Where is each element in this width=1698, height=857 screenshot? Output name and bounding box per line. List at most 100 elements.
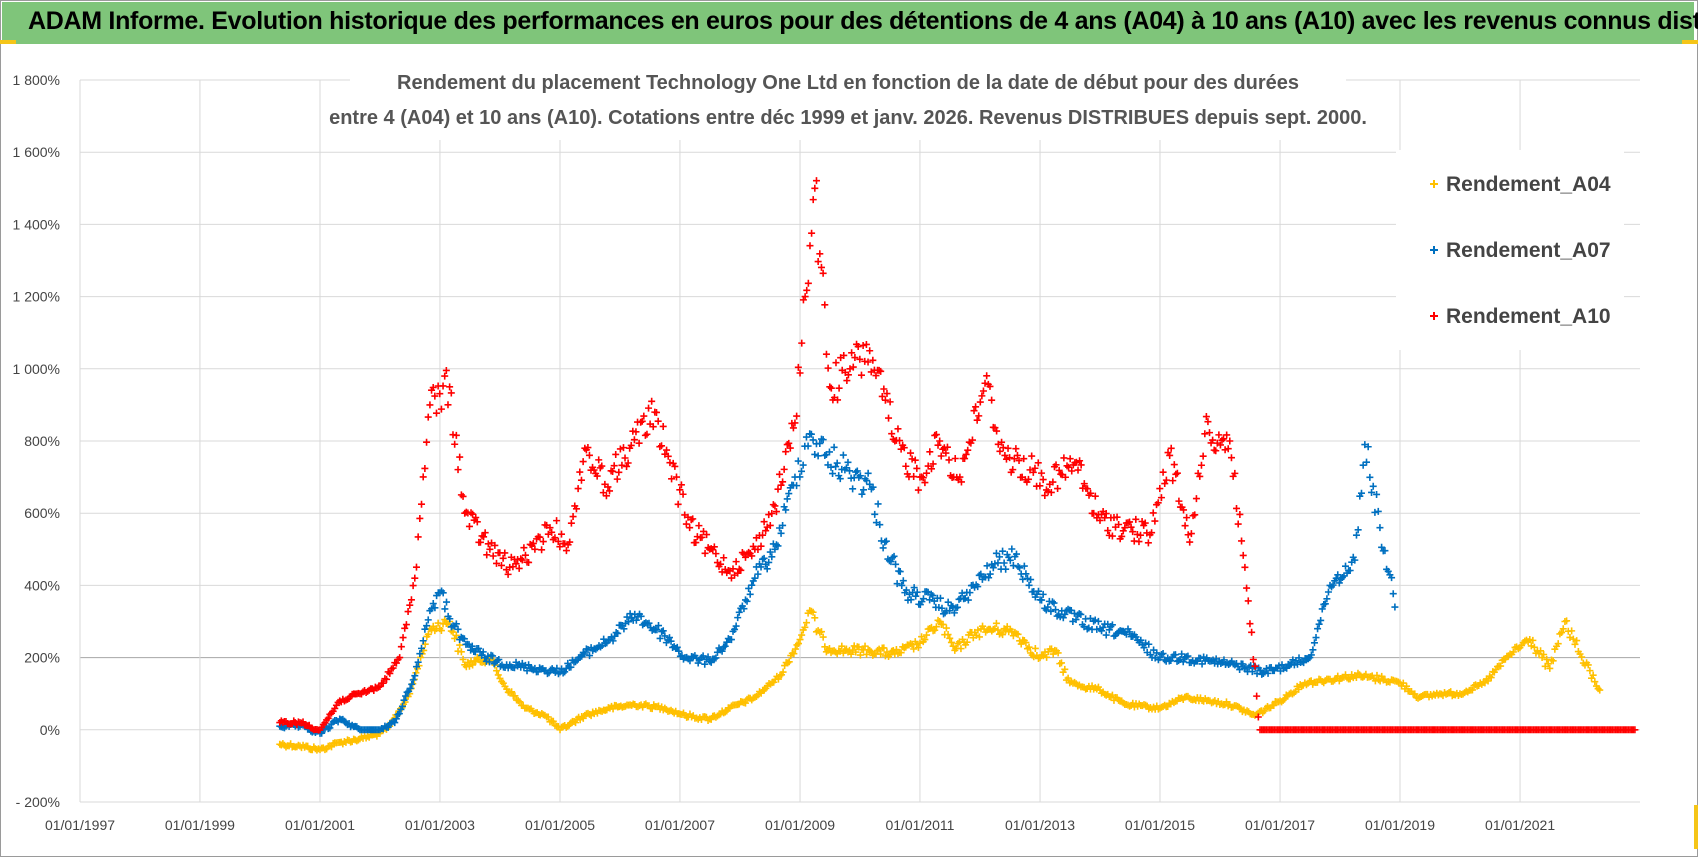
data-point (1149, 509, 1157, 517)
data-point (1310, 639, 1318, 647)
data-point (786, 444, 794, 452)
data-point (1063, 462, 1071, 470)
data-point (1568, 627, 1576, 635)
data-point (489, 652, 497, 660)
data-point (1573, 637, 1581, 645)
data-point (1072, 616, 1080, 624)
data-point (824, 364, 832, 372)
data-point (414, 533, 422, 541)
data-point (799, 461, 807, 469)
data-point (536, 533, 544, 541)
data-point (1373, 490, 1381, 498)
data-point (423, 438, 431, 446)
page-title: ADAM Informe. Evolution historique des p… (28, 7, 1698, 35)
data-point (1246, 620, 1254, 628)
x-tick-label: 01/01/2015 (1125, 817, 1195, 833)
data-point (934, 616, 942, 624)
data-point (994, 559, 1002, 567)
data-point (844, 458, 852, 466)
data-point (1179, 658, 1187, 666)
data-point (947, 638, 955, 646)
data-point (419, 473, 427, 481)
data-point (1318, 605, 1326, 613)
data-point (791, 645, 799, 653)
data-point (414, 658, 422, 666)
data-point (673, 473, 680, 481)
data-point (1571, 640, 1579, 648)
data-point (1006, 556, 1014, 564)
data-point (803, 619, 810, 627)
data-point (1023, 574, 1031, 582)
data-point (567, 663, 575, 671)
data-point (1156, 485, 1164, 493)
data-point (732, 558, 740, 566)
corner-accent-bottom-right (1694, 805, 1698, 849)
data-point (1009, 562, 1017, 570)
gridlines (79, 79, 1640, 803)
data-point (529, 539, 537, 547)
data-point (1065, 463, 1073, 471)
data-point (1202, 413, 1210, 421)
data-point (1001, 451, 1009, 459)
legend-marker (1430, 180, 1438, 188)
data-point (1529, 636, 1537, 644)
data-point (880, 644, 888, 652)
y-tick-label: 1 400% (13, 216, 60, 232)
data-point (857, 371, 865, 379)
data-point (1227, 454, 1235, 462)
data-point (652, 408, 660, 416)
data-point (1030, 653, 1038, 661)
data-point (848, 349, 856, 357)
data-point (727, 636, 735, 644)
data-point (794, 457, 802, 465)
data-point (384, 723, 392, 731)
data-point (914, 486, 922, 494)
data-point (412, 663, 420, 671)
data-point (1048, 645, 1056, 653)
data-point (1183, 514, 1191, 522)
data-point (777, 529, 785, 537)
data-point (511, 692, 519, 700)
data-point (1226, 437, 1234, 445)
data-point (896, 437, 904, 445)
data-point (779, 668, 787, 676)
data-point (914, 644, 922, 652)
data-point (936, 437, 944, 445)
data-point (910, 645, 918, 653)
data-point (699, 652, 707, 660)
data-point (630, 436, 638, 444)
data-point (701, 549, 709, 557)
data-point (424, 630, 432, 638)
data-point (740, 605, 748, 613)
data-point (686, 657, 694, 665)
data-point (411, 672, 419, 680)
data-point (1244, 597, 1252, 605)
data-point (432, 409, 440, 417)
data-point (1144, 539, 1152, 547)
data-point (1204, 418, 1212, 426)
data-point (1295, 685, 1303, 693)
data-point (397, 643, 405, 651)
data-point (859, 486, 867, 494)
x-tick-label: 01/01/2005 (525, 817, 595, 833)
data-point (480, 533, 488, 541)
data-point (864, 469, 872, 477)
data-point (916, 639, 924, 647)
data-point (409, 676, 417, 684)
data-point (872, 372, 880, 380)
data-point (798, 467, 806, 475)
data-point (679, 490, 687, 498)
legend-label: Rendement_A10 (1446, 305, 1611, 328)
data-point (1170, 461, 1178, 469)
data-point (856, 355, 864, 363)
data-point (1234, 520, 1242, 528)
data-point (910, 473, 918, 481)
data-point (757, 563, 765, 571)
data-point (326, 724, 334, 732)
data-point (1108, 532, 1116, 540)
data-point (882, 537, 890, 545)
data-point (501, 549, 509, 557)
data-point (409, 582, 417, 590)
data-point (1060, 454, 1068, 462)
data-point (404, 608, 412, 616)
